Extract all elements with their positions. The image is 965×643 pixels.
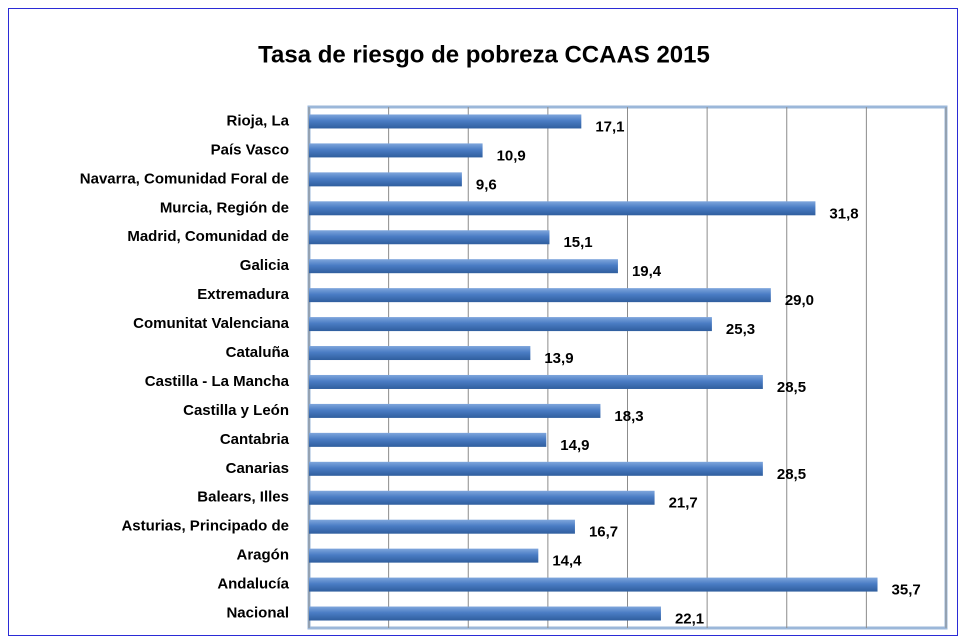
value-label: 14,4 xyxy=(552,553,582,570)
bar xyxy=(309,606,661,621)
bar xyxy=(309,548,539,563)
bar xyxy=(309,346,531,361)
y-tick-label: Castilla - La Mancha xyxy=(145,373,290,390)
bar xyxy=(309,201,816,216)
value-label: 25,3 xyxy=(726,321,755,338)
y-tick-label: Galicia xyxy=(240,257,290,274)
y-tick-label: Murcia, Región de xyxy=(160,199,289,216)
value-label: 28,5 xyxy=(777,466,806,483)
y-tick-label: Rioja, La xyxy=(226,112,289,129)
y-tick-label: Comunitat Valenciana xyxy=(133,315,290,332)
y-tick-label: Madrid, Comunidad de xyxy=(127,228,289,245)
bar xyxy=(309,461,763,476)
value-label: 16,7 xyxy=(589,524,618,541)
value-label: 10,9 xyxy=(497,147,526,164)
bar xyxy=(309,432,547,447)
bar xyxy=(309,403,601,418)
value-label: 29,0 xyxy=(785,292,814,309)
y-tick-label: Nacional xyxy=(226,604,289,621)
bar xyxy=(309,288,771,303)
bar xyxy=(309,114,582,129)
value-label: 19,4 xyxy=(632,263,662,280)
bar xyxy=(309,317,712,332)
y-tick-label: Cantabria xyxy=(220,431,290,448)
value-label: 17,1 xyxy=(595,118,624,135)
value-label: 9,6 xyxy=(476,176,497,193)
chart-title: Tasa de riesgo de pobreza CCAAS 2015 xyxy=(258,41,710,68)
y-tick-label: Asturias, Principado de xyxy=(121,518,289,535)
bar xyxy=(309,374,763,389)
bar xyxy=(309,172,462,187)
y-tick-label: Balears, Illes xyxy=(197,489,289,506)
value-label: 15,1 xyxy=(563,234,592,251)
y-tick-label: Castilla y León xyxy=(183,402,289,419)
y-tick-label: Canarias xyxy=(226,460,289,477)
value-label: 21,7 xyxy=(669,495,698,512)
y-tick-label: Andalucía xyxy=(217,576,289,593)
bar xyxy=(309,490,655,505)
value-label: 18,3 xyxy=(614,408,643,425)
bar xyxy=(309,259,618,274)
value-label: 14,9 xyxy=(560,437,589,454)
y-tick-label: País Vasco xyxy=(211,141,289,158)
bar xyxy=(309,143,483,158)
value-label: 28,5 xyxy=(777,379,806,396)
y-tick-label: Aragón xyxy=(237,547,290,564)
value-label: 35,7 xyxy=(892,582,921,599)
value-label: 13,9 xyxy=(544,350,573,367)
y-tick-label: Extremadura xyxy=(197,286,289,303)
bar xyxy=(309,230,550,245)
bar xyxy=(309,519,575,534)
y-tick-label: Navarra, Comunidad Foral de xyxy=(80,170,289,187)
y-tick-label: Cataluña xyxy=(226,344,290,361)
bar xyxy=(309,577,878,592)
value-label: 31,8 xyxy=(829,205,858,222)
value-label: 22,1 xyxy=(675,610,704,627)
